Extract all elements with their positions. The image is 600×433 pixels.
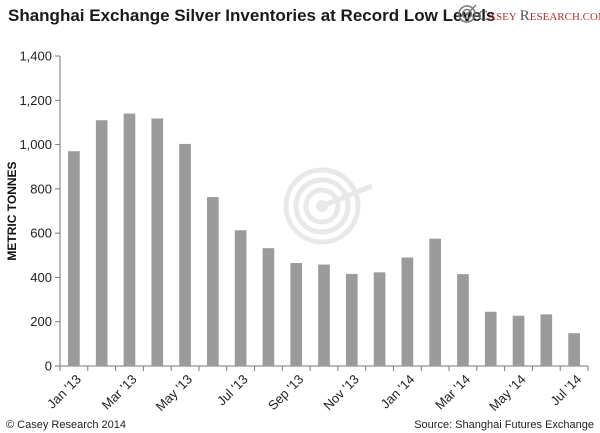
x-tick-label: Sep '13 bbox=[265, 372, 306, 413]
bar bbox=[262, 248, 275, 366]
bar bbox=[207, 197, 219, 366]
y-tick-label: 1,200 bbox=[19, 93, 52, 108]
y-tick-label: 800 bbox=[30, 181, 52, 196]
bar bbox=[123, 113, 136, 366]
x-tick-label: Mar '14 bbox=[432, 372, 473, 413]
bar bbox=[179, 143, 191, 366]
y-axis-ticks: 0 200 400 600 800 1,000 1,200 1,400 bbox=[19, 49, 60, 374]
x-tick-label: May '14 bbox=[486, 372, 529, 415]
bar bbox=[457, 274, 469, 366]
y-tick-label: 600 bbox=[30, 226, 52, 241]
brand-initial-r: R bbox=[520, 8, 530, 24]
y-tick-label: 1,000 bbox=[19, 137, 52, 152]
source-text: Source: Shanghai Futures Exchange bbox=[414, 419, 594, 431]
x-tick-label: Nov '13 bbox=[320, 372, 361, 413]
chart-title: Shanghai Exchange Silver Inventories at … bbox=[8, 6, 496, 25]
brand-esearch: ESEARCH bbox=[530, 11, 580, 23]
y-tick-label: 400 bbox=[30, 270, 52, 285]
y-axis-label: METRIC TONNES bbox=[5, 161, 19, 260]
bar bbox=[484, 311, 497, 366]
x-tick-label: May '13 bbox=[153, 372, 196, 415]
bar bbox=[234, 230, 247, 366]
x-tick-label: Jan '14 bbox=[378, 372, 418, 412]
x-tick-label: Mar '13 bbox=[99, 372, 140, 413]
bar bbox=[68, 151, 80, 366]
bar bbox=[512, 315, 525, 366]
x-tick-label: Jul '13 bbox=[214, 372, 251, 409]
target-logo-icon bbox=[458, 4, 477, 23]
y-tick-label: 200 bbox=[30, 314, 52, 329]
bar bbox=[401, 257, 414, 366]
bar bbox=[95, 120, 108, 366]
y-tick-label: 0 bbox=[45, 359, 52, 374]
brand-asey: ASEY bbox=[488, 11, 517, 23]
brand-initial-c: C bbox=[478, 8, 488, 24]
bars bbox=[68, 113, 580, 366]
bar bbox=[318, 264, 330, 366]
x-tick-label: Jan '13 bbox=[44, 372, 84, 412]
x-axis-ticks: Jan '13 Mar '13 May '13 Jul '13 Sep '13 Nov '… bbox=[44, 366, 589, 415]
x-tick-label: Jul '14 bbox=[547, 372, 584, 409]
bar bbox=[540, 314, 553, 366]
bar bbox=[345, 273, 358, 366]
bar bbox=[568, 333, 580, 366]
bar bbox=[429, 238, 441, 366]
bar bbox=[290, 263, 303, 366]
copyright-text: © Casey Research 2014 bbox=[6, 419, 126, 431]
watermark-target-icon bbox=[283, 167, 373, 245]
bar bbox=[151, 118, 164, 366]
y-tick-label: 1,400 bbox=[19, 49, 52, 64]
brand-domain: .COM bbox=[580, 11, 600, 23]
bar bbox=[373, 272, 386, 366]
